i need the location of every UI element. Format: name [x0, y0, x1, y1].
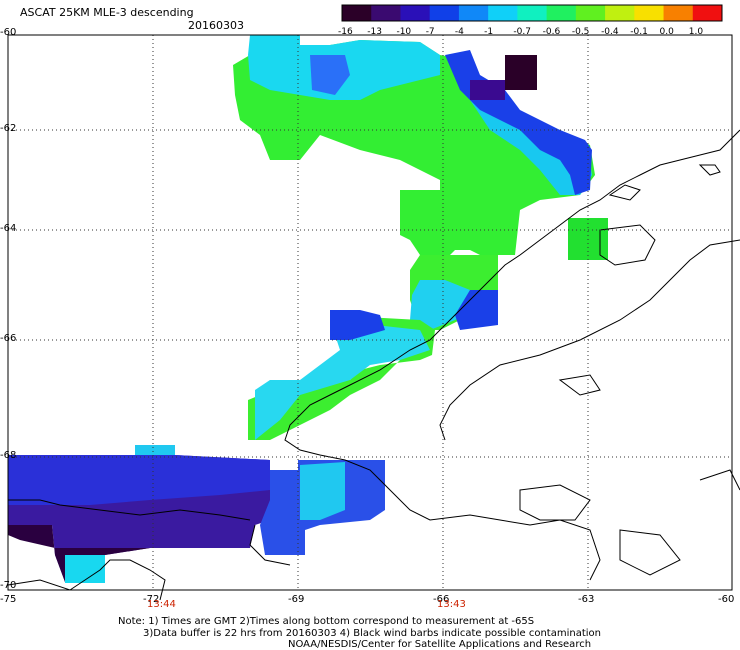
map-title: ASCAT 25KM MLE-3 descending: [20, 6, 194, 19]
swath-north-dark-block: [505, 55, 537, 90]
colorbar-label: 1.0: [688, 27, 704, 37]
x-time-1: 13:44: [147, 599, 176, 610]
swath-north-purple: [470, 80, 505, 100]
swath-north-blue-patch: [310, 55, 350, 95]
colorbar-swatch: [488, 5, 518, 21]
colorbar-label: -0.1: [630, 27, 648, 37]
x-label-60: -60: [718, 594, 735, 605]
colorbar-frame: [341, 4, 723, 22]
y-label-62: -62: [0, 123, 17, 134]
swath-south-right-cyan: [300, 462, 345, 520]
gridlines: [8, 35, 732, 590]
colorbar-label: -0.4: [601, 27, 619, 37]
footer-credit: NOAA/NESDIS/Center for Satellite Applica…: [288, 639, 592, 650]
y-label-70: -70: [0, 580, 17, 591]
colorbar-swatch: [400, 5, 431, 21]
swath-south-blue: [8, 455, 270, 505]
colorbar-swatch: [605, 5, 635, 21]
colorbar-swatch: [546, 5, 577, 21]
y-label-64: -64: [0, 223, 17, 234]
footer-note-1: Note: 1) Times are GMT 2)Times along bot…: [118, 616, 535, 627]
x-label-72: -72: [143, 594, 160, 605]
x-time-2: 13:43: [437, 599, 466, 610]
map-date: 20160303: [188, 19, 244, 32]
x-label-75: -75: [0, 594, 17, 605]
colorbar: [341, 4, 723, 22]
swath-south-cyan-top: [135, 445, 175, 455]
colorbar-label: -16: [338, 27, 353, 37]
colorbar-label: 0.0: [659, 27, 674, 37]
colorbar-label: -4: [454, 27, 464, 37]
swath-south-dark: [8, 525, 150, 582]
colorbar-swatch: [342, 5, 372, 21]
mle-data-swath: [8, 35, 608, 583]
footer-note-2: 3)Data buffer is 22 hrs from 20160303 4)…: [143, 628, 601, 639]
colorbar-label: -13: [367, 27, 382, 37]
colorbar-label: -10: [396, 27, 412, 37]
x-label-69: -69: [288, 594, 305, 605]
colorbar-swatch: [371, 5, 401, 21]
colorbar-swatch: [575, 5, 606, 21]
swath-lower-blue: [330, 310, 385, 340]
colorbar-label: -0.6: [542, 27, 561, 37]
colorbar-label: -7: [425, 27, 435, 37]
y-label-66: -66: [0, 333, 17, 344]
swath-north-edge-cyan: [470, 100, 592, 195]
plot-frame: [7, 34, 733, 591]
swath-mid-blue: [455, 290, 498, 330]
colorbar-swatch: [634, 5, 665, 21]
swath-south-cyan-bottom: [65, 555, 105, 583]
x-label-66: -66: [433, 594, 450, 605]
x-label-63: -63: [578, 594, 595, 605]
colorbar-label: -0.7: [513, 27, 531, 37]
colorbar-swatch: [458, 5, 489, 21]
colorbar-label: -1: [484, 27, 494, 37]
colorbar-swatch: [663, 5, 694, 21]
colorbar-label: -0.5: [571, 27, 590, 37]
y-label-68: -68: [0, 450, 17, 461]
y-label-60: -60: [0, 27, 17, 38]
swath-lower-cyan: [255, 320, 430, 440]
colorbar-swatch: [429, 5, 460, 21]
colorbar-swatch: [517, 5, 548, 21]
colorbar-swatch: [692, 5, 723, 21]
